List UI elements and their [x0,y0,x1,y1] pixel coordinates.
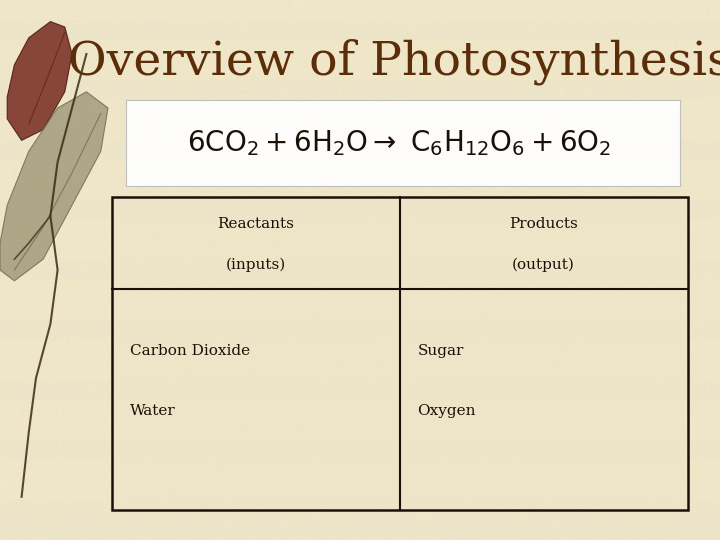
Text: Overview of Photosynthesis: Overview of Photosynthesis [68,39,720,85]
Text: Reactants: Reactants [217,217,294,231]
Text: Products: Products [509,217,578,231]
Polygon shape [7,22,72,140]
Bar [112,197,688,510]
Text: Carbon Dioxide: Carbon Dioxide [130,344,250,358]
Text: (inputs): (inputs) [225,258,286,272]
Text: (output): (output) [512,258,575,272]
Polygon shape [0,92,108,281]
Bar [112,197,688,510]
Text: Oxygen: Oxygen [418,404,476,417]
Bar [126,100,680,186]
Text: $\mathregular{6CO_2 + 6H_2O \rightarrow \ C_6H_{12}O_6 + 6O_2}$: $\mathregular{6CO_2 + 6H_2O \rightarrow … [187,128,612,158]
Text: Sugar: Sugar [418,344,464,358]
Text: Water: Water [130,404,176,417]
